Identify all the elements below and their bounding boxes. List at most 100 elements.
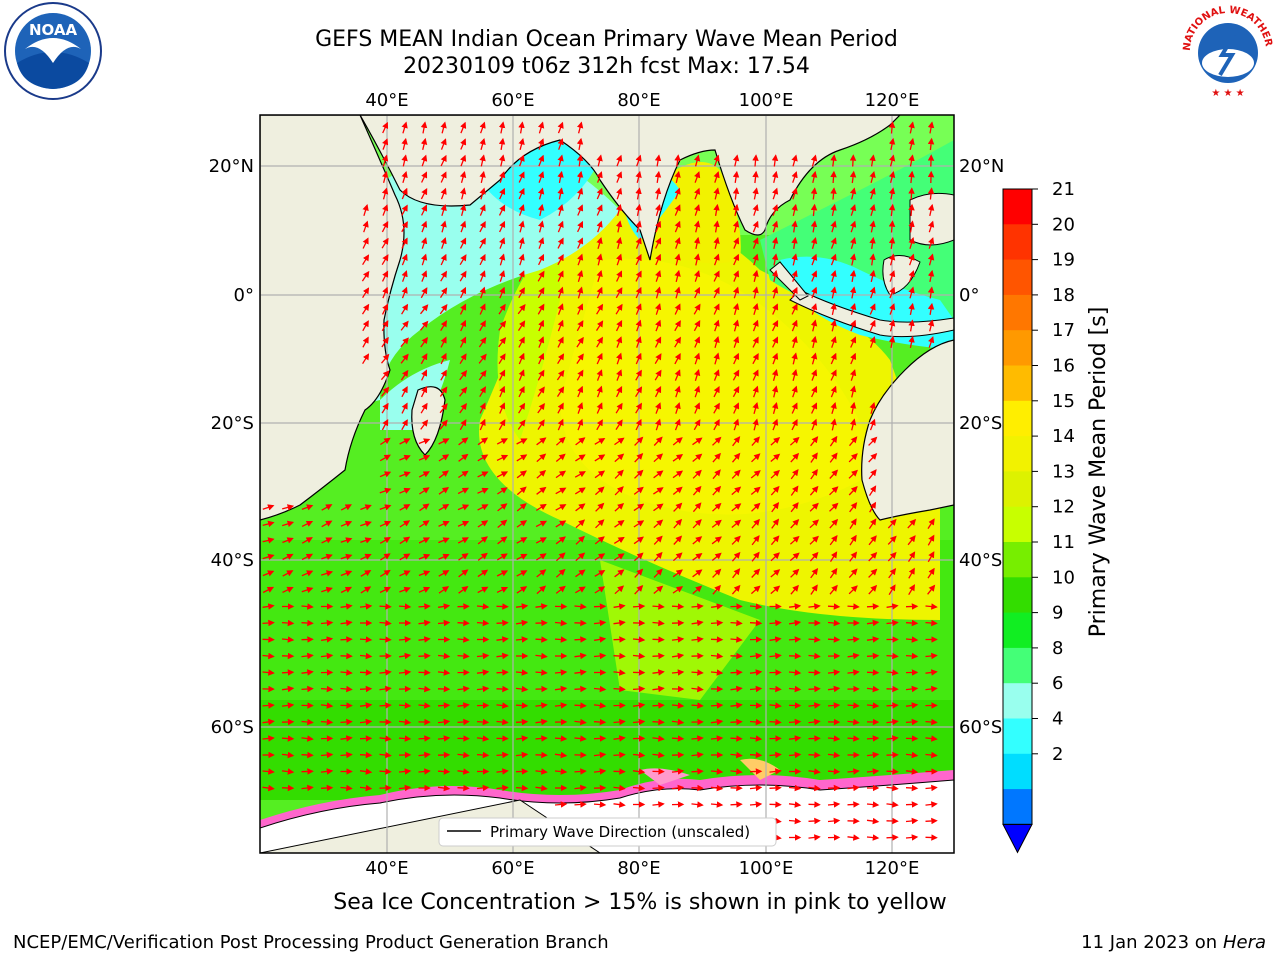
- wave-arrow: [457, 751, 470, 759]
- wave-arrow: [537, 187, 545, 200]
- wave-arrow: [440, 154, 447, 167]
- wave-arrow: [887, 551, 897, 562]
- wave-arrow: [693, 220, 701, 233]
- wave-arrow: [301, 652, 314, 660]
- wave-arrow: [537, 270, 545, 282]
- wave-arrow: [692, 453, 703, 463]
- wave-arrow: [770, 485, 780, 496]
- wave-arrow: [752, 204, 759, 216]
- wave-arrow: [927, 269, 935, 283]
- wave-arrow: [908, 584, 915, 596]
- wave-arrow: [459, 386, 468, 397]
- wave-arrow: [381, 402, 389, 414]
- wave-arrow: [557, 203, 564, 216]
- wave-arrow: [613, 603, 626, 610]
- wave-arrow: [791, 352, 798, 365]
- wave-arrow: [262, 702, 275, 709]
- wave-arrow: [653, 453, 664, 463]
- wave-arrow: [575, 569, 586, 578]
- wave-arrow: [459, 336, 467, 348]
- wave-arrow: [439, 304, 448, 315]
- wave-arrow: [555, 568, 566, 578]
- wave-arrow: [458, 437, 469, 446]
- wave-arrow: [420, 287, 428, 299]
- wave-arrow: [613, 751, 626, 759]
- wave-arrow: [653, 551, 663, 562]
- wave-arrow: [555, 552, 566, 562]
- wave-arrow: [593, 751, 607, 759]
- colorbar-tick-label: 15: [1052, 391, 1075, 412]
- wave-arrow: [711, 536, 722, 545]
- wave-arrow: [829, 452, 838, 463]
- wave-arrow: [713, 286, 720, 299]
- wave-arrow: [440, 171, 447, 183]
- wave-arrow: [674, 303, 681, 315]
- wave-arrow: [496, 570, 509, 577]
- wave-arrow: [556, 369, 565, 381]
- wave-arrow: [421, 154, 428, 167]
- wave-arrow: [440, 369, 447, 381]
- wave-arrow: [437, 652, 451, 660]
- wave-arrow: [477, 536, 488, 545]
- wave-arrow: [730, 702, 743, 709]
- wave-arrow: [654, 336, 662, 348]
- wave-arrow: [460, 138, 467, 150]
- wave-arrow: [925, 603, 938, 610]
- wave-arrow: [770, 569, 781, 578]
- wave-arrow: [479, 220, 486, 233]
- colorbar: 21 20 19 18 17 16 15 14 13 12 11 10 9 8 6 4 2: [1002, 179, 1075, 854]
- wave-arrow: [499, 385, 506, 398]
- wave-arrow: [848, 568, 858, 579]
- wave-arrow: [421, 270, 428, 282]
- wave-arrow: [459, 270, 467, 282]
- wave-arrow: [732, 319, 740, 332]
- wave-arrow: [674, 220, 681, 233]
- wave-arrow: [262, 570, 275, 577]
- wave-arrow: [301, 570, 314, 577]
- wave-arrow: [499, 402, 506, 414]
- wave-arrow: [399, 652, 412, 660]
- wave-arrow: [381, 418, 389, 431]
- wave-arrow: [810, 220, 818, 233]
- wave-arrow: [518, 204, 525, 216]
- wave-arrow: [399, 586, 411, 593]
- wave-arrow: [516, 520, 528, 528]
- wave-arrow: [868, 469, 877, 480]
- wave-arrow: [710, 735, 724, 742]
- wave-arrow: [927, 319, 935, 332]
- wave-arrow: [262, 537, 275, 544]
- wave-arrow: [262, 619, 275, 627]
- wave-arrow: [594, 586, 606, 594]
- wave-arrow: [401, 253, 408, 266]
- wave-arrow: [516, 470, 527, 479]
- wave-arrow: [849, 253, 857, 266]
- wave-arrow: [713, 303, 720, 315]
- wave-arrow: [770, 585, 781, 595]
- wave-arrow: [694, 402, 701, 414]
- wave-arrow: [399, 471, 411, 478]
- colorbar-tick-label: 4: [1052, 709, 1063, 730]
- wave-arrow: [634, 453, 644, 463]
- wave-arrow: [635, 187, 642, 200]
- wave-arrow: [457, 702, 470, 709]
- wave-arrow: [596, 385, 603, 398]
- wave-arrow: [713, 385, 720, 398]
- wave-arrow: [382, 286, 389, 299]
- wave-arrow: [498, 270, 506, 282]
- wave-arrow: [379, 471, 392, 478]
- wave-arrow: [710, 619, 724, 627]
- wave-arrow: [850, 352, 857, 365]
- wave-arrow: [927, 534, 935, 546]
- wave-arrow: [771, 269, 779, 283]
- wave-arrow: [418, 553, 431, 560]
- wave-arrow: [320, 784, 334, 792]
- wave-arrow: [321, 504, 333, 511]
- wave-arrow: [438, 454, 450, 462]
- wave-arrow: [888, 568, 897, 579]
- wave-arrow: [398, 702, 412, 709]
- wave-arrow: [262, 718, 275, 726]
- wave-arrow: [632, 718, 646, 726]
- wave-arrow: [788, 718, 802, 726]
- wave-arrow: [770, 437, 781, 446]
- wave-arrow: [771, 170, 779, 183]
